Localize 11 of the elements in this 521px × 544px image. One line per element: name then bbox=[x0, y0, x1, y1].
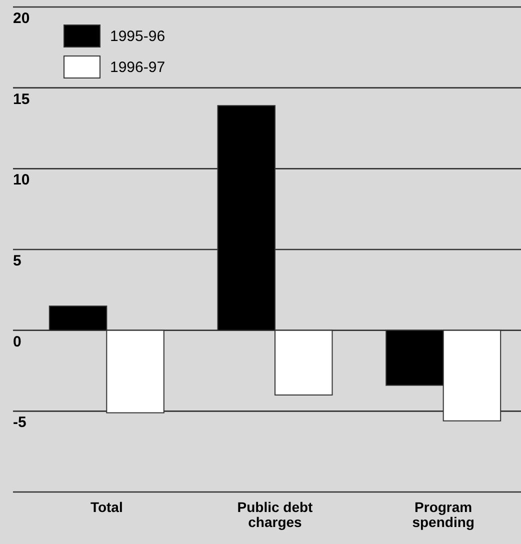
y-tick-label: 15 bbox=[13, 90, 30, 108]
legend-label: 1995-96 bbox=[110, 28, 166, 45]
x-tick-label: Public debt charges bbox=[237, 499, 314, 530]
y-tick-label: 20 bbox=[13, 10, 30, 27]
y-tick-label: 0 bbox=[13, 333, 22, 350]
x-tick-label: Program spending bbox=[412, 499, 474, 530]
y-tick-label: 5 bbox=[13, 252, 22, 270]
y-tick-label: 10 bbox=[13, 172, 30, 189]
y-tick-label: -5 bbox=[13, 414, 26, 432]
legend-label: 1996-97 bbox=[110, 59, 166, 76]
x-tick-label: Total bbox=[90, 499, 123, 515]
